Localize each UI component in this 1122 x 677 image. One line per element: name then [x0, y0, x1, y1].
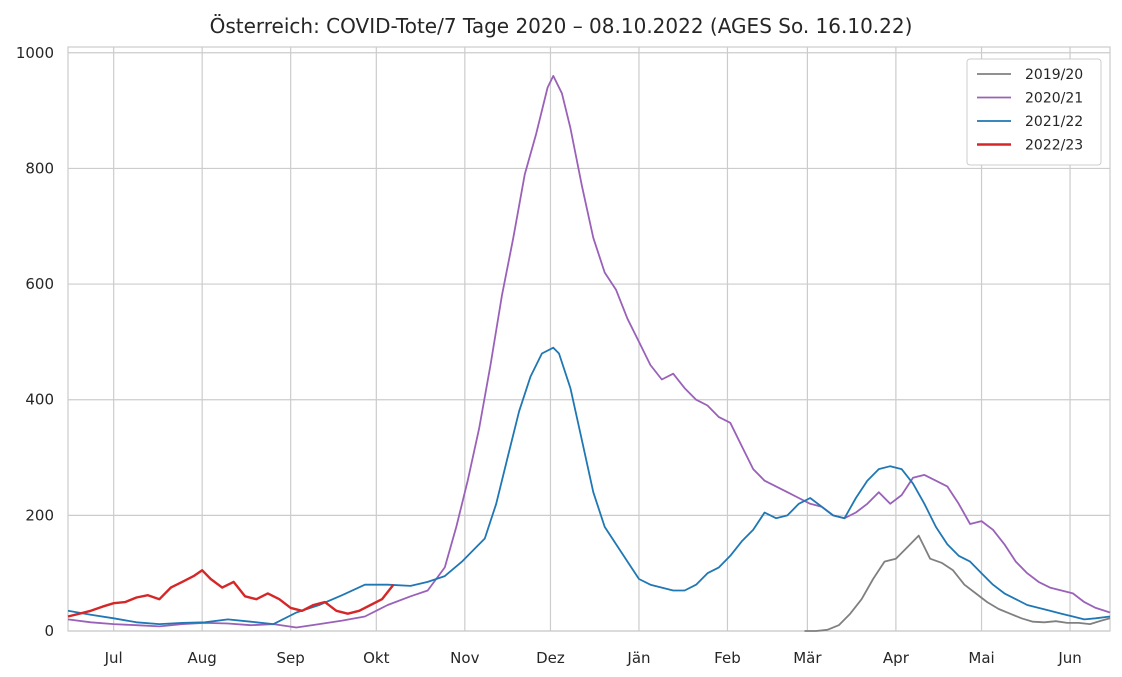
- x-tick-label: Mär: [793, 649, 822, 667]
- y-axis-tick-labels: 0 200 400 600 800 1000: [16, 44, 54, 640]
- legend-label: 2021/22: [1025, 114, 1083, 130]
- grid-lines: [68, 47, 1110, 632]
- x-tick-label: Apr: [883, 649, 910, 667]
- chart-title: Österreich: COVID-Tote/7 Tage 2020 – 08.…: [210, 14, 913, 38]
- series-line-2019-20: [804, 534, 1111, 632]
- y-tick-label: 600: [25, 275, 54, 293]
- legend-label: 2019/20: [1025, 67, 1083, 83]
- series-line-2020-21: [67, 75, 1111, 629]
- x-tick-label: Okt: [363, 649, 389, 667]
- legend: 2019/20 2020/21 2021/22 2022/23: [966, 58, 1102, 166]
- legend-box: [966, 58, 1102, 166]
- plot-frame: [67, 46, 1111, 632]
- y-tick-label: 0: [44, 622, 54, 640]
- x-tick-label: Sep: [277, 649, 305, 667]
- y-tick-label: 200: [25, 506, 54, 524]
- x-tick-label: Jun: [1057, 649, 1081, 667]
- y-tick-label: 1000: [16, 44, 54, 62]
- series-line-2021-22: [67, 346, 1111, 625]
- series-lines: [67, 75, 1111, 632]
- x-tick-label: Nov: [450, 649, 479, 667]
- y-tick-label: 800: [25, 159, 54, 177]
- x-tick-label: Mai: [968, 649, 994, 667]
- legend-label: 2022/23: [1025, 138, 1083, 154]
- x-tick-label: Feb: [714, 649, 741, 667]
- x-tick-label: Dez: [536, 649, 565, 667]
- legend-label: 2020/21: [1025, 91, 1083, 107]
- series-line-2022-23: [67, 569, 395, 618]
- x-tick-label: Jul: [104, 649, 123, 667]
- x-tick-label: Jän: [626, 649, 650, 667]
- y-tick-label: 400: [25, 391, 54, 409]
- x-tick-label: Aug: [188, 649, 217, 667]
- x-axis-tick-labels: Jul Aug Sep Okt Nov Dez Jän Feb Mär Apr Mai Jun: [104, 649, 1082, 667]
